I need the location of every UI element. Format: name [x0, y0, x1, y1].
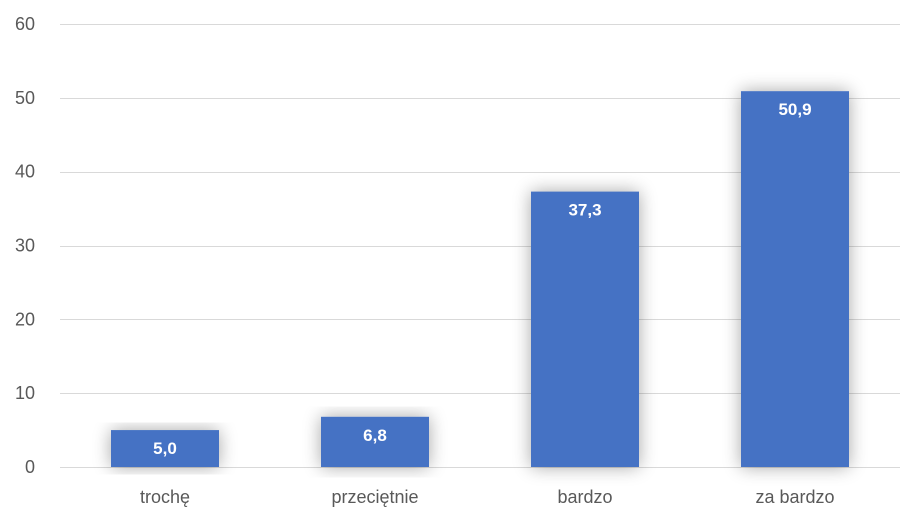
y-tick-label: 60	[15, 14, 35, 34]
category-label: przeciętnie	[331, 487, 418, 507]
data-label: 6,8	[363, 426, 387, 445]
bars	[111, 91, 849, 468]
x-axis-category-labels: trochę przeciętnie bardzo za bardzo	[140, 487, 835, 507]
bar	[741, 91, 849, 468]
y-tick-label: 10	[15, 383, 35, 403]
category-label: trochę	[140, 487, 190, 507]
y-tick-label: 20	[15, 309, 35, 329]
y-tick-label: 0	[25, 457, 35, 477]
data-label: 50,9	[778, 100, 811, 119]
gridlines	[60, 24, 900, 468]
category-label: za bardzo	[755, 487, 834, 507]
category-label: bardzo	[557, 487, 612, 507]
y-tick-label: 30	[15, 236, 35, 256]
data-label: 37,3	[568, 201, 601, 220]
bar	[111, 430, 219, 467]
data-label: 5,0	[153, 439, 177, 458]
y-tick-label: 40	[15, 162, 35, 182]
bar	[321, 416, 429, 467]
bar	[531, 191, 639, 467]
y-axis-tick-labels: 0 10 20 30 40 50 60	[15, 14, 35, 477]
data-labels: 5,0 6,8 37,3 50,9	[153, 100, 811, 458]
y-tick-label: 50	[15, 88, 35, 108]
